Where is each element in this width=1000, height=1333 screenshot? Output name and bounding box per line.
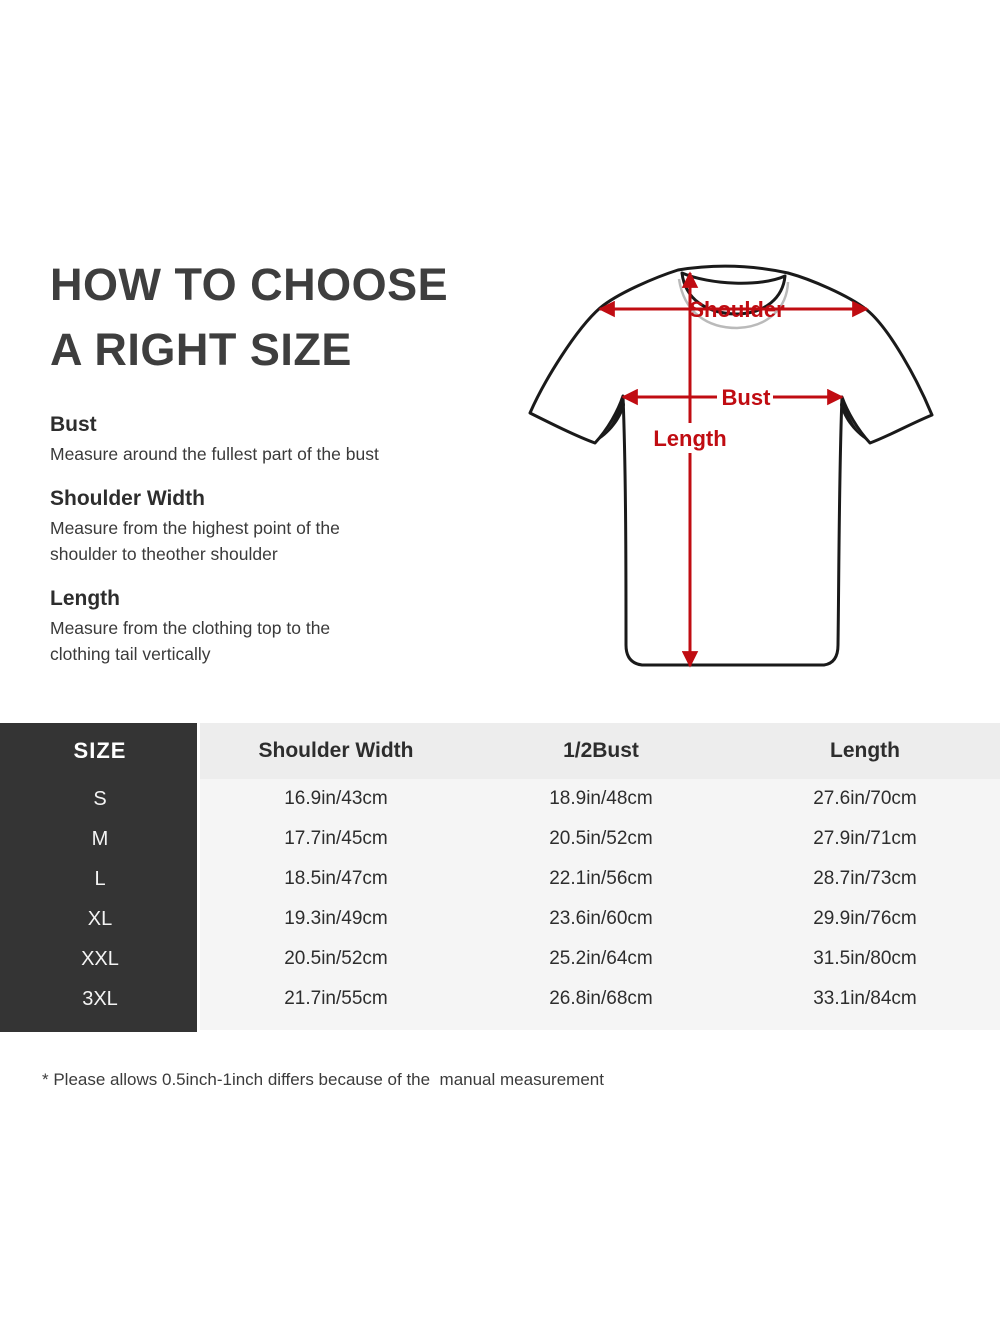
table-row: M 17.7in/45cm 20.5in/52cm 27.9in/71cm xyxy=(0,819,1000,859)
length-cell: 31.5in/80cm xyxy=(813,948,917,969)
size-cell: XL xyxy=(87,907,113,930)
bust-cell: 18.9in/48cm xyxy=(549,788,653,809)
page-title-line2: A RIGHT SIZE xyxy=(50,324,352,375)
column-header-size: SIZE xyxy=(73,738,127,763)
instruction-bust: Bust Measure around the fullest part of … xyxy=(50,412,490,467)
page-title-line1: HOW TO CHOOSE xyxy=(50,259,449,310)
table-row: L 18.5in/47cm 22.1in/56cm 28.7in/73cm xyxy=(0,859,1000,899)
column-header-shoulder-width: Shoulder Width xyxy=(258,739,414,762)
shoulder-cell: 18.5in/47cm xyxy=(284,868,388,889)
shoulder-cell: 21.7in/55cm xyxy=(284,988,388,1009)
shoulder-cell: 16.9in/43cm xyxy=(284,788,388,809)
tshirt-outline xyxy=(528,264,934,667)
column-header-length: Length xyxy=(830,739,900,762)
bust-cell: 26.8in/68cm xyxy=(549,988,653,1009)
measurement-disclaimer: * Please allows 0.5inch-1inch differs be… xyxy=(42,1070,604,1089)
length-cell: 27.6in/70cm xyxy=(813,788,917,809)
instruction-heading: Shoulder Width xyxy=(50,487,205,510)
instruction-shoulder-width: Shoulder Width Measure from the highest … xyxy=(50,486,490,567)
table-row: XXL 20.5in/52cm 25.2in/64cm 31.5in/80cm xyxy=(0,939,1000,979)
size-cell: M xyxy=(91,827,109,850)
table-row: 3XL 21.7in/55cm 26.8in/68cm 33.1in/84cm xyxy=(0,979,1000,1019)
bust-cell: 20.5in/52cm xyxy=(549,828,653,849)
size-cell: XXL xyxy=(81,947,119,970)
instruction-heading: Bust xyxy=(50,413,97,436)
measure-instructions: Bust Measure around the fullest part of … xyxy=(50,412,490,686)
instruction-text: Measure from the highest point of the xyxy=(50,518,340,538)
length-cell: 33.1in/84cm xyxy=(813,988,917,1009)
tshirt-measurement-diagram: Shoulder Bust Length xyxy=(518,253,960,690)
bust-cell: 23.6in/60cm xyxy=(549,908,653,929)
instruction-text: shoulder to theother shoulder xyxy=(50,544,278,564)
length-cell: 27.9in/71cm xyxy=(813,828,917,849)
instruction-length: Length Measure from the clothing top to … xyxy=(50,586,490,667)
instruction-text: Measure around the fullest part of the b… xyxy=(50,444,379,464)
table-row: XL 19.3in/49cm 23.6in/60cm 29.9in/76cm xyxy=(0,899,1000,939)
bust-cell: 25.2in/64cm xyxy=(549,948,653,969)
table-header-row: SIZE Shoulder Width 1/2Bust Length xyxy=(0,723,1000,779)
size-cell: 3XL xyxy=(82,987,118,1010)
length-cell: 28.7in/73cm xyxy=(813,868,917,889)
bust-label: Bust xyxy=(722,385,772,410)
instruction-text: clothing tail vertically xyxy=(50,644,211,664)
bust-cell: 22.1in/56cm xyxy=(549,868,653,889)
length-label: Length xyxy=(653,426,726,451)
shoulder-cell: 17.7in/45cm xyxy=(284,828,388,849)
table-header-background xyxy=(200,723,1000,779)
column-header-half-bust: 1/2Bust xyxy=(563,739,639,762)
size-cell: S xyxy=(93,787,107,810)
instruction-heading: Length xyxy=(50,587,120,610)
length-cell: 29.9in/76cm xyxy=(813,908,917,929)
size-cell: L xyxy=(94,867,106,890)
size-table: SIZE Shoulder Width 1/2Bust Length S 16.… xyxy=(0,723,1000,1032)
table-rows: SIZE Shoulder Width 1/2Bust Length S 16.… xyxy=(0,723,1000,1019)
shoulder-cell: 20.5in/52cm xyxy=(284,948,388,969)
table-row: S 16.9in/43cm 18.9in/48cm 27.6in/70cm xyxy=(0,779,1000,819)
instruction-text: Measure from the clothing top to the xyxy=(50,618,331,638)
page-title: HOW TO CHOOSE A RIGHT SIZE xyxy=(50,252,448,382)
shoulder-label: Shoulder xyxy=(689,297,785,322)
size-column-background xyxy=(0,723,197,1032)
shoulder-cell: 19.3in/49cm xyxy=(284,908,388,929)
